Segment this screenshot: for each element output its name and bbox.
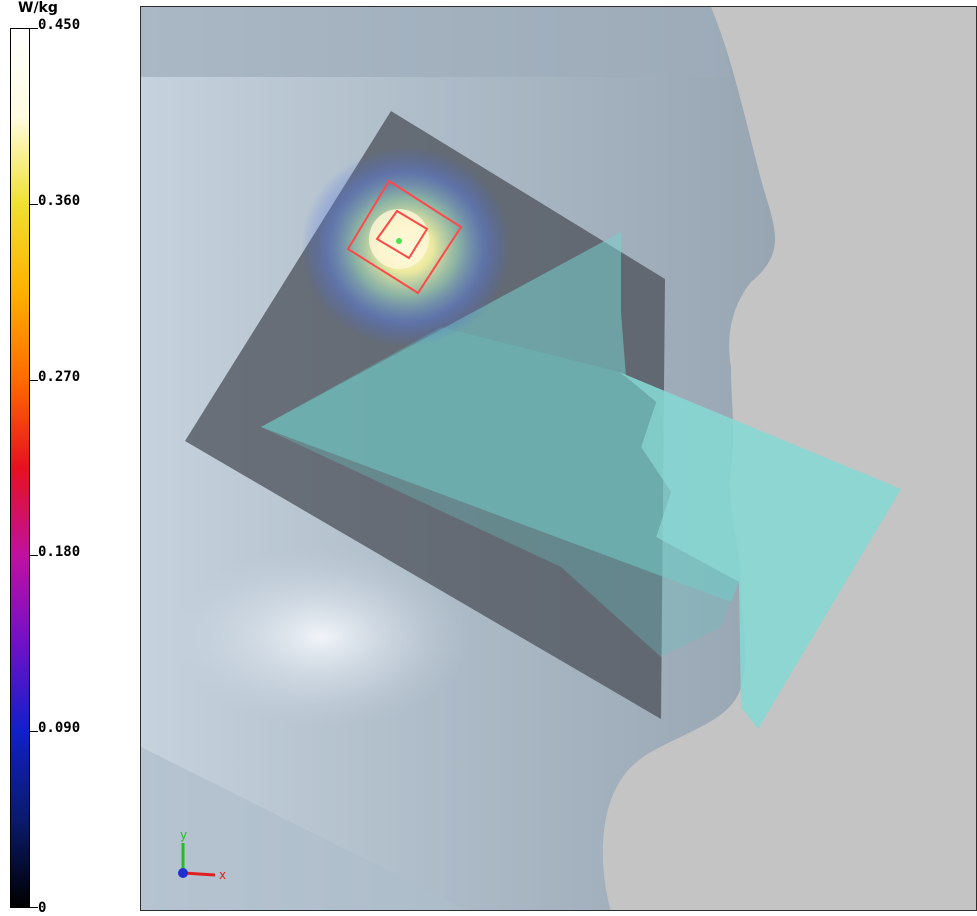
color-scale-unit: W/kg xyxy=(18,0,58,16)
color-scale-tick-mark xyxy=(30,731,38,733)
color-scale-tick-mark xyxy=(30,379,38,381)
axis-triad: y x xyxy=(178,828,226,882)
color-scale-tick-mark xyxy=(30,28,38,29)
color-scale-tick-mark xyxy=(30,203,38,205)
zoom-scan-outer-square xyxy=(346,179,463,295)
color-scale-tick-label: 0.090 xyxy=(38,720,81,737)
chin-highlight xyxy=(171,547,471,727)
neck-region xyxy=(141,747,467,910)
color-scale-tick-label: 0.360 xyxy=(38,192,81,209)
color-scale-tick-label: 0.270 xyxy=(38,368,81,385)
phone-plate xyxy=(261,232,739,602)
scene-render: y x xyxy=(141,7,901,910)
y-axis-label: y xyxy=(180,828,187,842)
color-scale-tick-mark xyxy=(30,907,38,908)
peak-point-marker xyxy=(396,238,402,244)
color-scale-tick-label: 0 xyxy=(38,900,47,916)
3d-viewport[interactable]: y x xyxy=(140,6,977,911)
color-scale-tick-label: 0.180 xyxy=(38,544,81,561)
phone-extension xyxy=(619,372,901,729)
color-scale-tick-label: 0.450 xyxy=(38,17,81,33)
head-upper-band xyxy=(141,7,731,77)
zoom-scan-inner-square xyxy=(375,209,429,260)
x-axis-label: x xyxy=(219,868,226,882)
color-scale-tick-mark xyxy=(30,555,38,557)
color-scale-gradient-bar xyxy=(10,28,30,908)
color-scale-legend: W/kg 0.450 0.360 0.270 0.180 0.090 0 xyxy=(0,0,140,915)
phone-body xyxy=(261,327,739,657)
